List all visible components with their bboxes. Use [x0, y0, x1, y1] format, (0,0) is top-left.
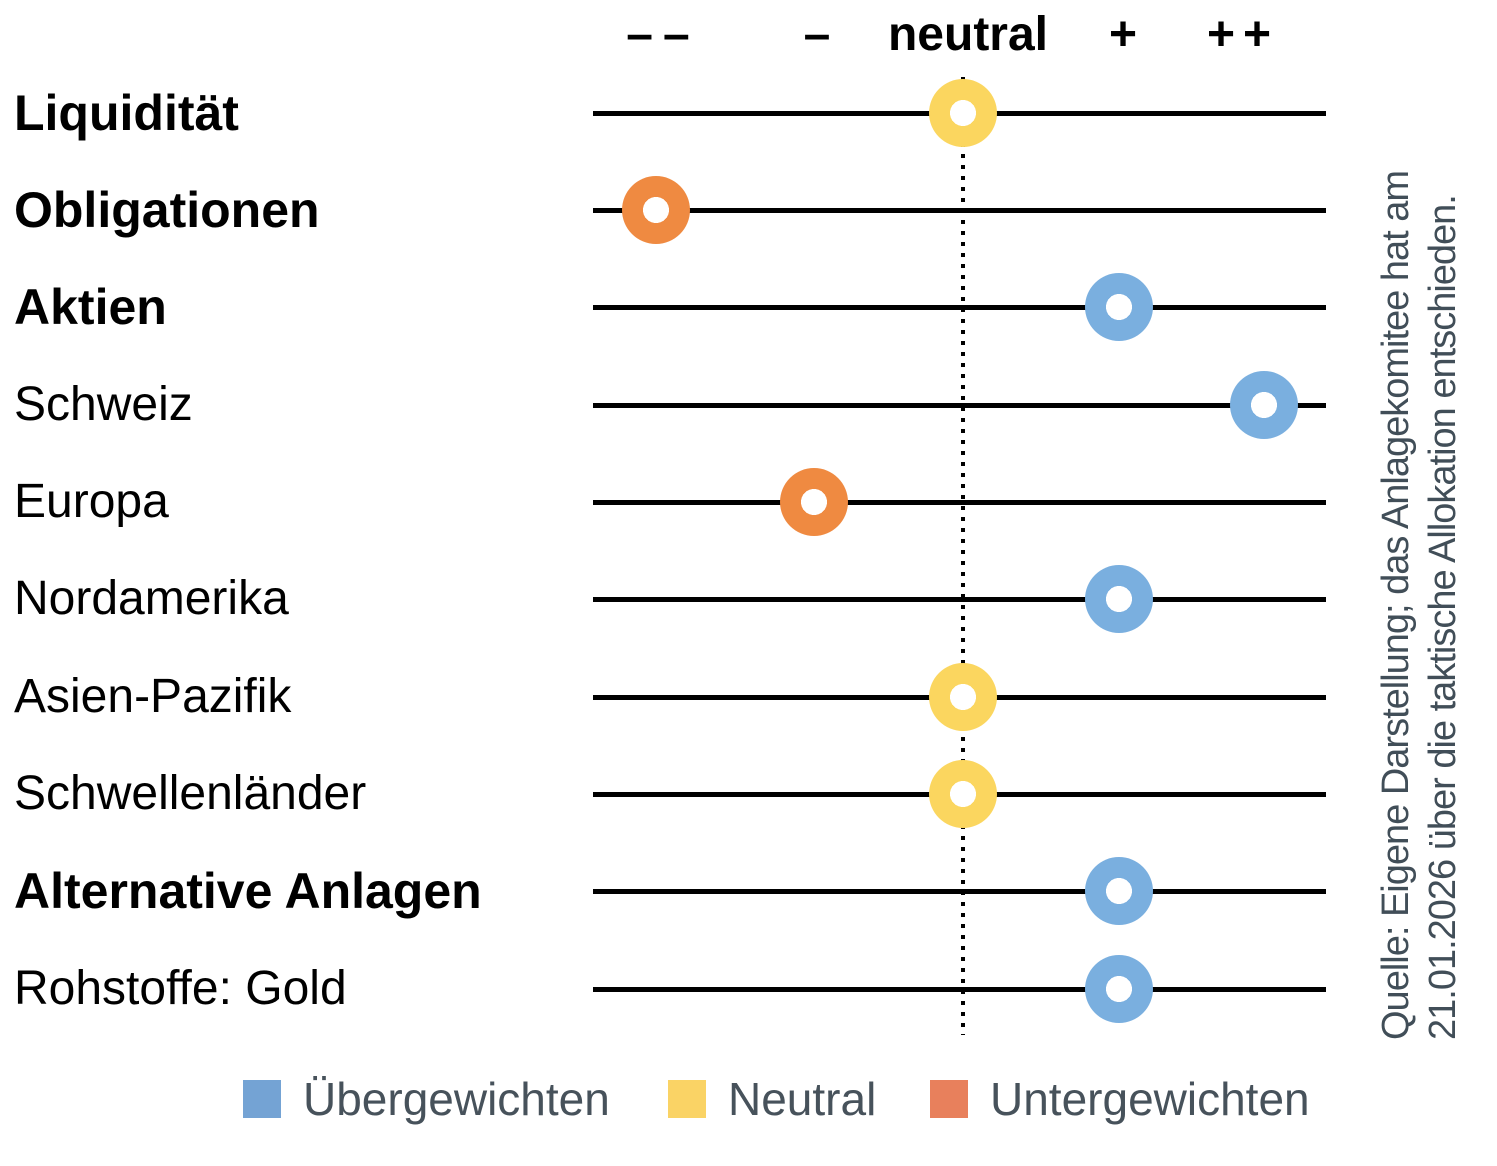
row-label: Schweiz	[14, 378, 193, 431]
source-note-line2: 21.01.2026 über die taktische Allokation…	[1422, 195, 1464, 1040]
scale-label-minus: –	[803, 8, 831, 61]
row-line	[593, 889, 1326, 894]
rating-dot	[929, 79, 997, 147]
row-line	[593, 305, 1326, 310]
row-label: Obligationen	[14, 182, 320, 238]
rating-dot	[780, 468, 848, 536]
row-line	[593, 500, 1326, 505]
scale-label-neutral: neutral	[887, 8, 1049, 61]
row-label: Aktien	[14, 279, 167, 335]
scale-label-plus-plus: ++	[1206, 8, 1280, 61]
rating-dot	[1085, 857, 1153, 925]
underweight-swatch-icon	[930, 1080, 968, 1118]
scale-label-minus-minus: ––	[626, 8, 700, 61]
overweight-swatch-icon	[243, 1080, 281, 1118]
row-line	[593, 208, 1326, 213]
row-line	[593, 403, 1326, 408]
scale-label-plus: +	[1108, 8, 1138, 61]
row-label: Schwellenländer	[14, 767, 367, 820]
legend-label: Neutral	[728, 1073, 877, 1125]
row-label: Nordamerika	[14, 572, 289, 625]
legend-label: Übergewichten	[303, 1073, 610, 1125]
row-label: Liquidität	[14, 85, 239, 141]
neutral-guideline	[961, 77, 965, 1035]
rating-dot	[622, 176, 690, 244]
neutral-swatch-icon	[668, 1080, 706, 1118]
rating-dot	[1085, 565, 1153, 633]
row-label: Rohstoffe: Gold	[14, 962, 347, 1015]
source-note: Quelle: Eigene Darstellung; das Anlageko…	[1373, 110, 1467, 1040]
rating-dot	[929, 663, 997, 731]
row-line	[593, 597, 1326, 602]
legend-label: Untergewichten	[990, 1073, 1310, 1125]
row-line	[593, 987, 1326, 992]
row-label: Alternative Anlagen	[14, 863, 482, 919]
row-label: Asien-Pazifik	[14, 670, 292, 723]
source-note-line1: Quelle: Eigene Darstellung; das Anlageko…	[1375, 171, 1417, 1040]
rating-dot	[929, 760, 997, 828]
row-label: Europa	[14, 475, 169, 528]
rating-dot	[1230, 371, 1298, 439]
rating-dot	[1085, 273, 1153, 341]
rating-dot	[1085, 955, 1153, 1023]
